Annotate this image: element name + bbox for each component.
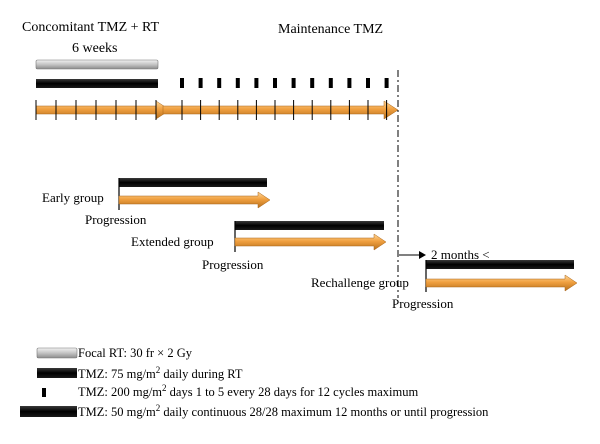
legend-tmz-rt-swatch [37, 368, 77, 378]
tmz-cycle-mark [235, 78, 240, 88]
tmz-cycle-mark [347, 78, 352, 88]
phase-maintenance-label: Maintenance TMZ [278, 22, 383, 37]
legend-tmz-rt-text: TMZ: 75 mg/m2 daily during RT [78, 365, 243, 381]
rechallenge-group-black-bar [426, 260, 574, 269]
tmz-cycle-mark [180, 78, 184, 88]
legend: Focal RT: 30 fr × 2 Gy TMZ: 75 mg/m2 dai… [20, 346, 489, 419]
rechallenge-interval-label: 2 months < [431, 247, 490, 262]
rechallenge-group-progression: Progression [392, 296, 454, 311]
legend-tmz-cycles-text: TMZ: 200 mg/m2 days 1 to 5 every 28 days… [78, 383, 418, 399]
legend-rt-swatch [36, 347, 78, 359]
tmz-cycle-mark [310, 78, 315, 88]
duration-label: 6 weeks [72, 41, 118, 56]
extended-group-arrow [234, 233, 387, 251]
tmz-cycle-mark [384, 78, 389, 88]
extended-group-label: Extended group [131, 234, 214, 249]
tmz-maintenance-cycles [180, 78, 389, 88]
early-group-progression: Progression [85, 212, 147, 227]
extended-group-black-bar [235, 221, 384, 230]
tmz-cycle-mark [217, 78, 222, 88]
phase-concomitant-label: Concomitant TMZ + RT [22, 20, 160, 35]
legend-tmz-continuous-swatch [20, 406, 77, 417]
tmz-cycle-mark [366, 78, 370, 88]
focal-rt-bar [35, 59, 159, 70]
tmz-cycle-mark [328, 78, 333, 88]
rechallenge-interval-arrowhead [419, 251, 426, 259]
rechallenge-group-arrow [425, 274, 578, 292]
legend-tmz-cycles-swatch [42, 388, 46, 397]
early-group-arrow [118, 191, 271, 209]
rechallenge-group-label: Rechallenge group [311, 275, 409, 290]
early-group-black-bar [119, 178, 267, 187]
tmz-cycle-mark [273, 78, 277, 88]
timeline-arrow-maintenance [162, 100, 399, 120]
tmz-cycle-mark [254, 78, 259, 88]
extended-group-progression: Progression [202, 257, 264, 272]
timeline-week-ticks [35, 100, 388, 120]
legend-tmz-continuous-text: TMZ: 50 mg/m2 daily continuous 28/28 max… [78, 403, 489, 419]
tmz-cycle-mark [198, 78, 203, 88]
tmz-daily-rt-bar [36, 79, 158, 88]
tmz-cycle-mark [291, 78, 296, 88]
early-group-label: Early group [42, 190, 104, 205]
legend-rt-text: Focal RT: 30 fr × 2 Gy [78, 346, 193, 360]
